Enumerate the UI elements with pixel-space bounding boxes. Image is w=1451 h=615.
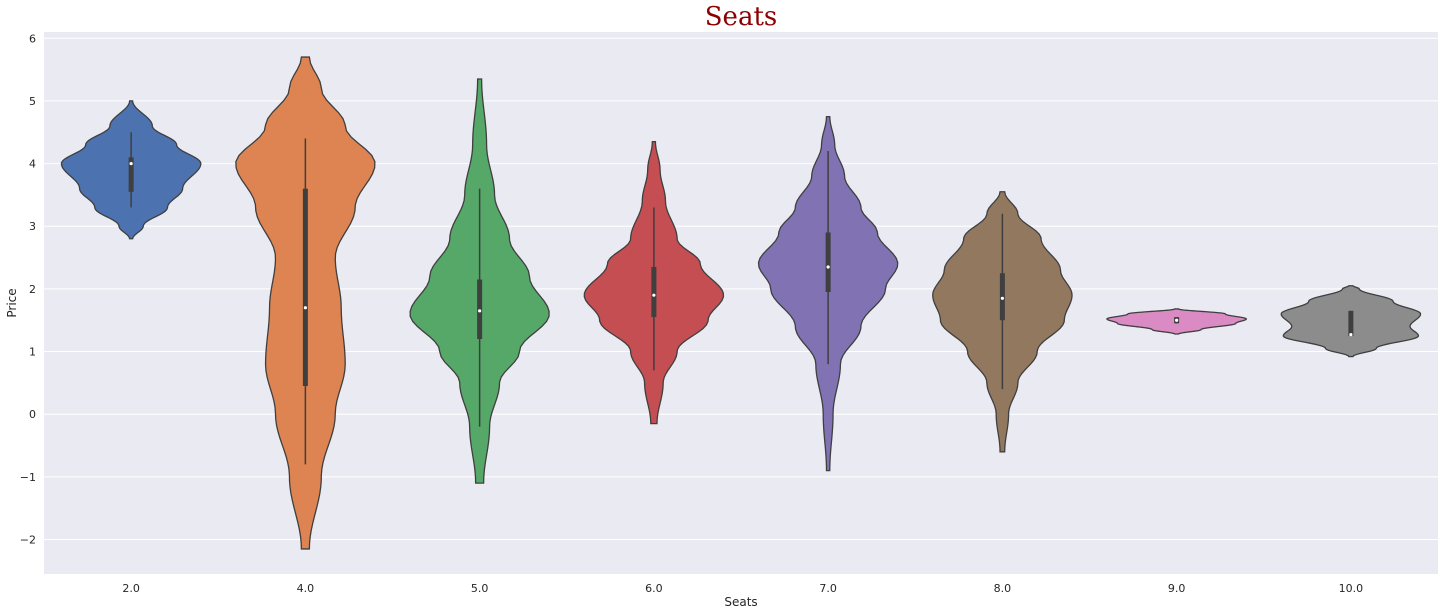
violin-4.0 — [235, 56, 376, 550]
chart-title: Seats — [705, 2, 778, 32]
x-axis-label: Seats — [724, 595, 757, 609]
median-dot — [652, 293, 656, 297]
iqr-box — [651, 266, 657, 318]
violin-9.0 — [1106, 308, 1248, 335]
y-tick-label: 5 — [29, 95, 36, 108]
violin-5.0 — [409, 78, 550, 484]
median-dot — [826, 265, 830, 269]
iqr-box — [302, 188, 308, 387]
plot-background — [44, 32, 1438, 574]
violin-7.0 — [757, 115, 899, 472]
y-tick-labels: −2 −1 0 1 2 3 4 5 6 — [20, 32, 36, 546]
x-tick-labels: 2.0 4.0 5.0 6.0 7.0 8.0 9.0 10.0 — [122, 582, 1363, 595]
median-dot — [1175, 318, 1179, 322]
iqr-box — [128, 157, 134, 192]
iqr-box — [825, 232, 831, 293]
y-axis-label: Price — [5, 288, 19, 317]
x-tick-label: 9.0 — [1168, 582, 1186, 595]
x-tick-label: 2.0 — [122, 582, 140, 595]
y-tick-label: 2 — [29, 283, 36, 296]
y-tick-label: 4 — [29, 158, 36, 171]
x-tick-label: 5.0 — [471, 582, 489, 595]
y-tick-label: 0 — [29, 408, 36, 421]
y-tick-label: 6 — [29, 32, 36, 45]
median-dot — [478, 309, 482, 313]
median-dot — [1349, 333, 1353, 337]
median-dot — [303, 306, 307, 310]
x-tick-label: 10.0 — [1339, 582, 1364, 595]
y-tick-label: 1 — [29, 346, 36, 359]
x-tick-label: 8.0 — [994, 582, 1012, 595]
x-tick-label: 6.0 — [645, 582, 663, 595]
x-tick-label: 7.0 — [819, 582, 837, 595]
x-tick-label: 4.0 — [297, 582, 315, 595]
violin-2.0 — [60, 100, 202, 240]
y-tick-label: −1 — [20, 471, 36, 484]
violin-6.0 — [583, 141, 725, 425]
violin-8.0 — [932, 191, 1073, 453]
violins — [60, 56, 1422, 550]
y-tick-label: 3 — [29, 220, 36, 233]
median-dot — [129, 161, 133, 166]
y-tick-label: −2 — [20, 534, 36, 547]
iqr-box — [1348, 310, 1354, 336]
violin-10.0 — [1280, 285, 1422, 358]
median-dot — [1000, 296, 1004, 300]
